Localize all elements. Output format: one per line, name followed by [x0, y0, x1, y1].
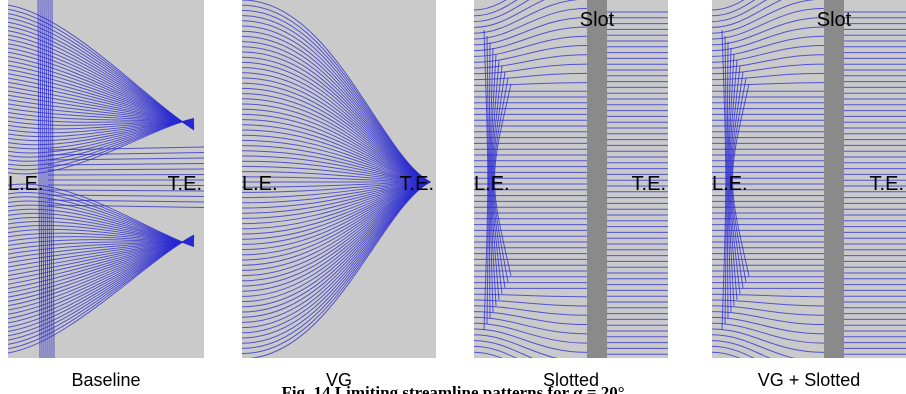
- panel-label: VG + Slotted: [758, 370, 861, 390]
- trailing-edge-label: T.E.: [168, 173, 202, 195]
- trailing-edge-label: T.E.: [632, 173, 666, 195]
- leading-edge-label: L.E.: [474, 173, 510, 195]
- leading-edge-label: L.E.: [8, 173, 44, 195]
- trailing-edge-label: T.E.: [870, 173, 904, 195]
- panel: L.E.T.E.VG: [242, 0, 436, 390]
- panels: L.E.T.E.BaselineL.E.T.E.VGSlotL.E.T.E.Sl…: [8, 0, 906, 390]
- panel: Slot L.E. T.E. VG + Slotted: [712, 0, 906, 390]
- leading-edge-label: L.E.: [712, 173, 748, 195]
- caption: Fig. 14 Limiting streamline patterns for…: [281, 383, 624, 394]
- panel-label: Baseline: [71, 370, 140, 390]
- slot-bar: [824, 0, 844, 358]
- slot-label: Slot: [580, 9, 615, 31]
- panel: L.E. T.E. Baseline: [8, 0, 204, 390]
- slot-label: Slot: [817, 9, 852, 31]
- trailing-edge-label: T.E.: [400, 173, 434, 195]
- slot-bar: [587, 0, 607, 358]
- leading-edge-label: L.E.: [242, 173, 278, 195]
- figure: L.E.T.E.BaselineL.E.T.E.VGSlotL.E.T.E.Sl…: [0, 0, 906, 394]
- panel: SlotL.E.T.E.Slotted: [474, 0, 668, 390]
